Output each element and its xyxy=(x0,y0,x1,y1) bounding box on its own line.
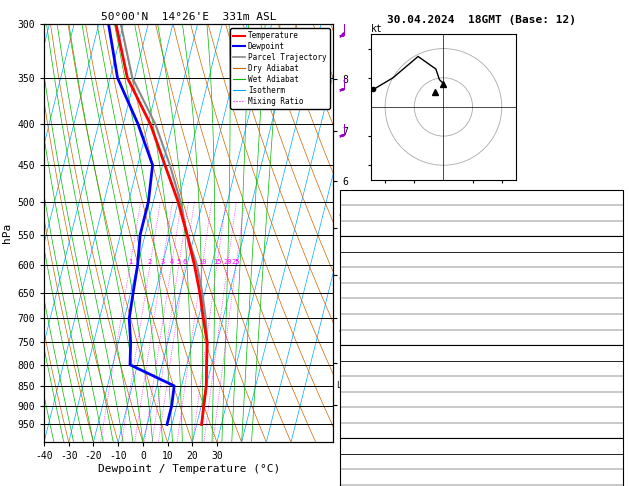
Text: 7.8: 7.8 xyxy=(602,270,620,280)
Text: kt: kt xyxy=(370,24,382,34)
Text: -7: -7 xyxy=(608,192,620,202)
Text: Hodograph: Hodograph xyxy=(455,441,508,451)
Title: 50°00'N  14°26'E  331m ASL: 50°00'N 14°26'E 331m ASL xyxy=(101,12,277,22)
Text: 4: 4 xyxy=(169,259,174,265)
Text: θε(K): θε(K) xyxy=(343,286,372,295)
Text: Mixing Ratio (g/kg): Mixing Ratio (g/kg) xyxy=(369,187,379,299)
Text: 317: 317 xyxy=(602,286,620,295)
Text: 2: 2 xyxy=(148,259,152,265)
X-axis label: Dewpoint / Temperature (°C): Dewpoint / Temperature (°C) xyxy=(97,464,280,474)
Text: 977: 977 xyxy=(602,364,620,373)
Text: K: K xyxy=(343,192,348,202)
Text: 22: 22 xyxy=(608,472,620,482)
Text: Surface: Surface xyxy=(460,239,502,249)
Text: 0: 0 xyxy=(614,332,620,342)
Text: CAPE (J): CAPE (J) xyxy=(343,410,390,420)
Text: CIN (J): CIN (J) xyxy=(343,332,384,342)
Text: 1.04: 1.04 xyxy=(596,224,620,233)
Text: 5: 5 xyxy=(177,259,181,265)
Text: 8: 8 xyxy=(614,457,620,467)
Legend: Temperature, Dewpoint, Parcel Trajectory, Dry Adiabat, Wet Adiabat, Isotherm, Mi: Temperature, Dewpoint, Parcel Trajectory… xyxy=(230,28,330,109)
Text: 0: 0 xyxy=(614,317,620,327)
Text: Dewp (°C): Dewp (°C) xyxy=(343,270,396,280)
Text: 0: 0 xyxy=(614,410,620,420)
Text: 30.04.2024  18GMT (Base: 12): 30.04.2024 18GMT (Base: 12) xyxy=(387,15,576,25)
Text: 15: 15 xyxy=(213,259,221,265)
Text: Totals Totals: Totals Totals xyxy=(343,208,419,218)
Text: Lifted Index: Lifted Index xyxy=(343,301,413,311)
Text: 10: 10 xyxy=(198,259,206,265)
Text: LCL: LCL xyxy=(337,382,351,390)
Text: CAPE (J): CAPE (J) xyxy=(343,317,390,327)
Text: 3: 3 xyxy=(614,301,620,311)
Text: 20: 20 xyxy=(223,259,232,265)
Text: CIN (J): CIN (J) xyxy=(343,426,384,435)
Text: 22: 22 xyxy=(608,255,620,264)
Text: 43: 43 xyxy=(608,208,620,218)
Text: 1: 1 xyxy=(128,259,132,265)
Text: © weatheronline.co.uk: © weatheronline.co.uk xyxy=(425,472,538,481)
Text: 3: 3 xyxy=(160,259,165,265)
Text: EH: EH xyxy=(343,457,355,467)
Y-axis label: km
ASL: km ASL xyxy=(360,233,378,255)
Text: Pressure (mb): Pressure (mb) xyxy=(343,364,419,373)
Y-axis label: hPa: hPa xyxy=(2,223,12,243)
Text: 0: 0 xyxy=(614,426,620,435)
Text: Lifted Index: Lifted Index xyxy=(343,395,413,404)
Text: SREH: SREH xyxy=(343,472,366,482)
Text: 3: 3 xyxy=(614,395,620,404)
Text: Temp (°C): Temp (°C) xyxy=(343,255,396,264)
Text: 6: 6 xyxy=(182,259,187,265)
Text: θε (K): θε (K) xyxy=(343,379,378,389)
Text: 25: 25 xyxy=(232,259,240,265)
Text: PW (cm): PW (cm) xyxy=(343,224,384,233)
Text: Most Unstable: Most Unstable xyxy=(443,348,520,358)
Text: 317: 317 xyxy=(602,379,620,389)
